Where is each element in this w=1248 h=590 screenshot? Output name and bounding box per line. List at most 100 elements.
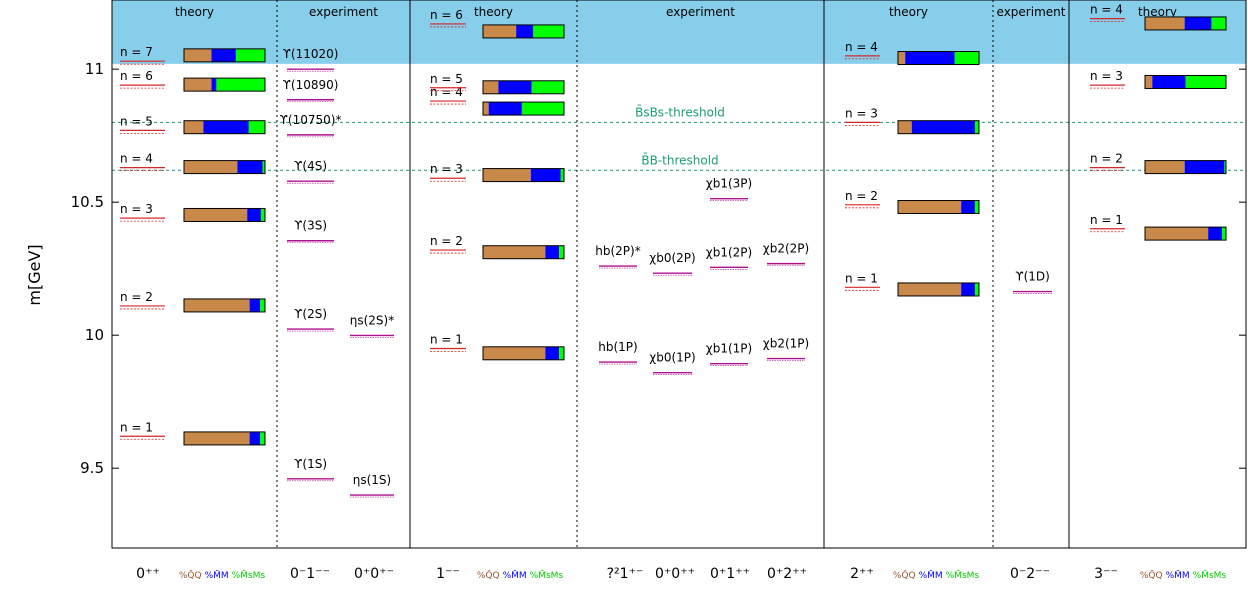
composition-legend: %Q̄Q %M̄M %M̄sMs [893, 569, 980, 581]
bar-segment-msms [974, 120, 979, 134]
level-n-label: n = 2 [845, 189, 878, 203]
bar-segment-qq [483, 24, 517, 38]
level-n-label: n = 2 [120, 290, 153, 304]
experiment-label: hb(2P)* [595, 244, 640, 258]
bar-segment-qq [184, 431, 250, 445]
theory-header: theory [889, 5, 928, 19]
y-tick-label: 9.5 [80, 459, 104, 477]
level-n-label: n = 3 [430, 162, 463, 176]
bar-segment-mm [961, 200, 975, 214]
experiment-label: χb2(2P) [763, 242, 809, 256]
level-n-label: n = 1 [845, 271, 878, 285]
bar-segment-qq [898, 120, 912, 134]
bar-segment-mm [1152, 75, 1186, 89]
level-n-label: n = 6 [120, 69, 153, 83]
composition-bar [183, 77, 266, 92]
legend-mm: %M̄M [1166, 569, 1190, 581]
level-n-label: n = 4 [120, 152, 153, 166]
level-n-label: n = 2 [430, 234, 463, 248]
experiment-label: χb2(1P) [763, 337, 809, 351]
composition-bar [183, 298, 266, 313]
composition-bar [482, 245, 565, 260]
composition-bar [482, 80, 565, 95]
legend-msms: %M̄sMs [946, 569, 980, 581]
bar-segment-msms [260, 431, 265, 445]
composition-legend: %Q̄Q %M̄M %M̄sMs [477, 569, 564, 581]
composition-bar [482, 346, 565, 361]
composition-bar [1144, 160, 1227, 175]
experiment-label: ϒ(1S) [294, 457, 327, 471]
theory-header: theory [175, 5, 214, 19]
panel-0pp-1mm: theory experiment n = 1 n = 2 n = 3 n = 4 n = … [120, 0, 411, 582]
composition-bar [1144, 74, 1227, 89]
experiment-header: experiment [666, 5, 735, 19]
experiment-quantum-label: 0⁺2⁺⁺ [767, 566, 807, 582]
composition-bar [183, 120, 266, 135]
theory-quantum-label: 1⁻⁻ [436, 566, 460, 582]
bar-segment-mm [911, 120, 975, 134]
legend-mm: %M̄M [503, 569, 527, 581]
level-n-label: n = 2 [1090, 152, 1123, 166]
bar-segment-qq [184, 78, 212, 92]
level-n-label: n = 3 [120, 202, 153, 216]
threshold-lines: B̄sBs-threshold B̄B-threshold [112, 105, 1246, 171]
bar-segment-mm [961, 282, 975, 296]
bar-segment-mm [545, 245, 560, 259]
bar-segment-mm [530, 168, 561, 182]
level-n-label: n = 4 [845, 40, 878, 54]
theory-quantum-label: 2⁺⁺ [850, 566, 874, 582]
y-axis: m[GeV] 9.5 10 10.5 11 [25, 60, 1246, 477]
level-n-label: n = 1 [120, 420, 153, 434]
experiment-header: experiment [997, 5, 1066, 19]
composition-bar [1144, 226, 1227, 241]
bar-segment-qq [1145, 227, 1209, 241]
bar-segment-msms [1185, 75, 1226, 89]
composition-bar [183, 207, 266, 222]
experiment-label: χb1(2P) [706, 245, 752, 259]
bar-segment-qq [184, 120, 204, 134]
level-n-label: n = 4 [430, 85, 463, 99]
experiment-label: ϒ(10750)* [280, 113, 342, 127]
experiment-label: ϒ(4S) [294, 159, 327, 173]
bar-segment-mm [211, 48, 236, 62]
bar-segment-msms [1224, 160, 1226, 174]
level-n-label: n = 5 [120, 114, 153, 128]
experiment-quantum-label: 0⁺0⁺⁺ [655, 566, 695, 582]
bar-segment-msms [248, 120, 265, 134]
composition-bar [482, 101, 565, 116]
bar-segment-mm [1184, 160, 1225, 174]
bar-segment-qq [483, 245, 546, 259]
y-tick-label: 10.5 [71, 193, 104, 211]
legend-qq: %Q̄Q [1140, 569, 1163, 581]
bar-segment-mm [488, 102, 522, 116]
legend-qq: %Q̄Q [893, 569, 916, 581]
experiment-label: ηs(2S)* [350, 313, 394, 327]
y-tick-label: 10 [85, 326, 104, 344]
bar-segment-msms [559, 346, 564, 360]
bar-segment-mm [498, 80, 532, 94]
panel-3mm: theory n = 1 n = 2 n = 3 n = 4 3⁻⁻ %Q̄Q %M̄M %M̄… [1090, 3, 1227, 582]
level-n-label: n = 7 [120, 45, 153, 59]
composition-bar [482, 24, 565, 39]
legend-mm: %M̄M [205, 569, 229, 581]
level-n-label: n = 3 [1090, 69, 1123, 83]
y-axis-label: m[GeV] [25, 244, 44, 305]
experiment-label: hb(1P) [598, 340, 637, 354]
bar-segment-mm [545, 346, 560, 360]
bar-segment-msms [216, 78, 265, 92]
composition-legend: %Q̄Q %M̄M %M̄sMs [1140, 569, 1227, 581]
bar-segment-qq [1145, 75, 1153, 89]
bar-segment-msms [235, 48, 265, 62]
bar-segment-qq [898, 200, 962, 214]
bar-segment-qq [1145, 16, 1185, 30]
level-n-label: n = 3 [845, 106, 878, 120]
bar-segment-qq [898, 282, 962, 296]
legend-qq: %Q̄Q [179, 569, 202, 581]
experiment-label: ϒ(2S) [294, 307, 327, 321]
bar-segment-qq [483, 102, 489, 116]
experiment-header: experiment [309, 5, 378, 19]
bar-segment-qq [184, 160, 238, 174]
threshold-label: B̄B-threshold [641, 153, 718, 167]
legend-qq: %Q̄Q [477, 569, 500, 581]
